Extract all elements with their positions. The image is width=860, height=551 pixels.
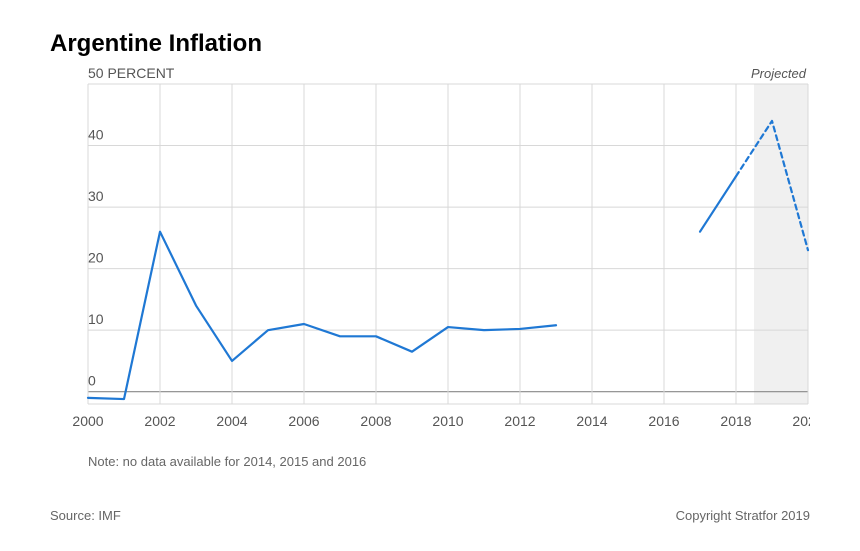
chart-area: 0 10 20 30 40 50 PERCENT 2000 2002 2004 2006 2008 2… <box>50 66 810 446</box>
x-tick-label: 2012 <box>504 413 535 429</box>
inflation-line-recent <box>700 176 736 231</box>
y-tick-label: 0 <box>88 373 96 389</box>
projected-band <box>754 84 808 404</box>
x-tick-label: 2000 <box>72 413 103 429</box>
x-tick-label: 2018 <box>720 413 751 429</box>
x-tick-label: 2008 <box>360 413 391 429</box>
x-tick-label: 2010 <box>432 413 463 429</box>
y-tick-label: 20 <box>88 250 104 266</box>
projected-label: Projected <box>751 66 806 81</box>
y-tick-label: 50 PERCENT <box>88 66 175 81</box>
x-tick-label: 2004 <box>216 413 247 429</box>
chart-note: Note: no data available for 2014, 2015 a… <box>88 454 810 469</box>
x-tick-label: 2006 <box>288 413 319 429</box>
copyright-label: Copyright Stratfor 2019 <box>676 508 810 523</box>
y-tick-label: 30 <box>88 188 104 204</box>
x-tick-label: 2016 <box>648 413 679 429</box>
source-label: Source: IMF <box>50 508 121 523</box>
x-tick-label: 2002 <box>144 413 175 429</box>
y-tick-label: 40 <box>88 127 104 143</box>
x-tick-label: 2014 <box>576 413 607 429</box>
chart-title: Argentine Inflation <box>50 30 810 58</box>
y-tick-label: 10 <box>88 311 104 327</box>
inflation-line-historic <box>88 232 556 399</box>
x-tick-label: 2020 <box>792 413 810 429</box>
